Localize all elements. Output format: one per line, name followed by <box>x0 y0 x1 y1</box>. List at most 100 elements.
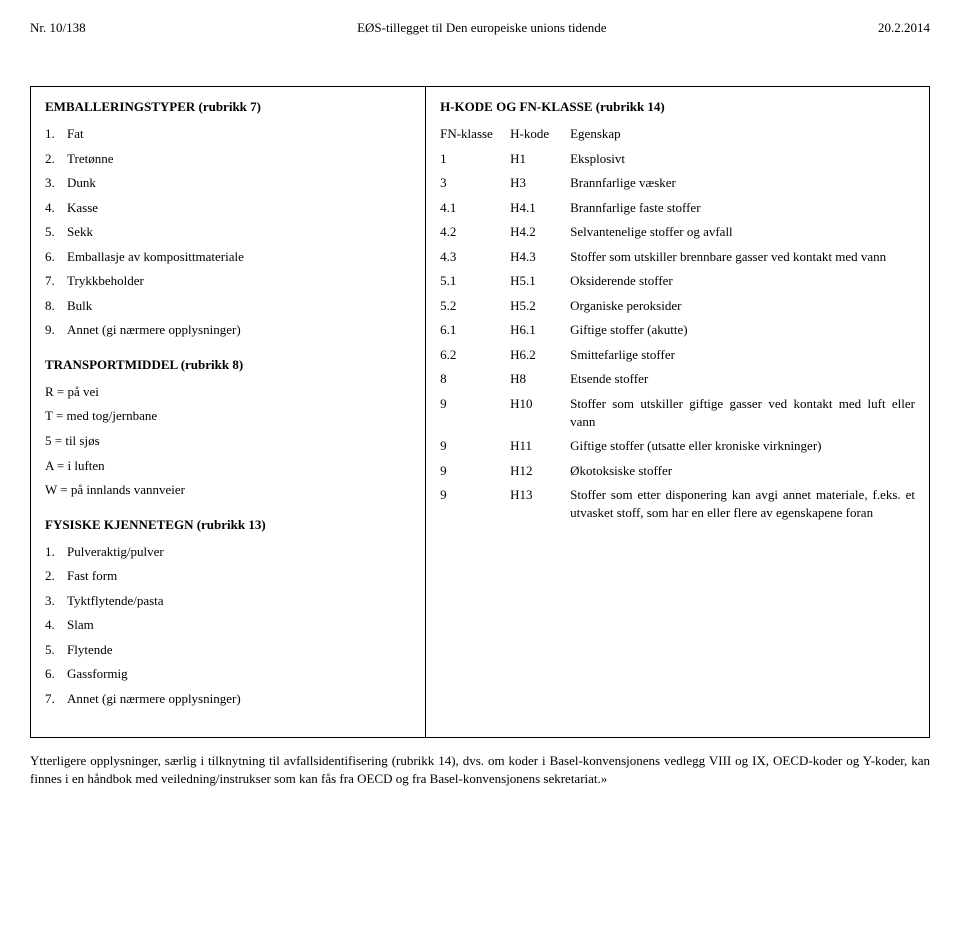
cell: 4.3 <box>440 248 510 273</box>
list-item-label: Emballasje av komposittmateriale <box>67 248 244 266</box>
cell: Organiske peroksider <box>570 297 915 322</box>
section7-list: 1.Fat 2.Tretønne 3.Dunk 4.Kasse 5.Sekk 6… <box>45 125 411 339</box>
cell: H3 <box>510 174 570 199</box>
table-row: 9H10Stoffer som utskiller giftige gasser… <box>440 395 915 437</box>
list-item: 4.Slam <box>45 616 411 634</box>
header-left: Nr. 10/138 <box>30 20 86 36</box>
table-row: 4.2H4.2Selvantenelige stoffer og avfall <box>440 223 915 248</box>
table-row: 8H8Etsende stoffer <box>440 370 915 395</box>
cell: 9 <box>440 486 510 528</box>
table-row: 4.3H4.3Stoffer som utskiller brennbare g… <box>440 248 915 273</box>
table-row: 9H12Økotoksiske stoffer <box>440 462 915 487</box>
cell: Økotoksiske stoffer <box>570 462 915 487</box>
list-item: 4.Kasse <box>45 199 411 217</box>
cell: 3 <box>440 174 510 199</box>
cell: 6.2 <box>440 346 510 371</box>
list-item-label: Slam <box>67 616 94 634</box>
list-item: 8.Bulk <box>45 297 411 315</box>
cell: 4.1 <box>440 199 510 224</box>
cell: 1 <box>440 150 510 175</box>
header-center: EØS-tillegget til Den europeiske unions … <box>357 20 606 36</box>
list-item: T = med tog/jernbane <box>45 407 411 425</box>
col-header-fnklasse: FN-klasse <box>440 125 510 150</box>
list-item: A = i luften <box>45 457 411 475</box>
cell: H4.1 <box>510 199 570 224</box>
section13-title: FYSISKE KJENNETEGN (rubrikk 13) <box>45 517 411 533</box>
cell: Selvantenelige stoffer og avfall <box>570 223 915 248</box>
section7-title: EMBALLERINGSTYPER (rubrikk 7) <box>45 99 411 115</box>
list-item-label: Gassformig <box>67 665 128 683</box>
list-item-label: Dunk <box>67 174 96 192</box>
cell: H10 <box>510 395 570 437</box>
table-row: 1H1Eksplosivt <box>440 150 915 175</box>
table-row: 9H13Stoffer som etter disponering kan av… <box>440 486 915 528</box>
table-row: 4.1H4.1Brannfarlige faste stoffer <box>440 199 915 224</box>
footer-note: Ytterligere opplysninger, særlig i tilkn… <box>30 752 930 787</box>
list-item-label: Pulveraktig/pulver <box>67 543 164 561</box>
cell: H13 <box>510 486 570 528</box>
cell: Brannfarlige væsker <box>570 174 915 199</box>
list-item-label: Kasse <box>67 199 98 217</box>
list-item-label: Tyktflytende/pasta <box>67 592 164 610</box>
list-item-label: Fast form <box>67 567 117 585</box>
cell: 9 <box>440 437 510 462</box>
table-row: 9H11Giftige stoffer (utsatte eller kroni… <box>440 437 915 462</box>
cell: Stoffer som utskiller giftige gasser ved… <box>570 395 915 437</box>
cell: H4.3 <box>510 248 570 273</box>
code-table: FN-klasse H-kode Egenskap 1H1Eksplosivt … <box>440 125 915 528</box>
table-header-row: FN-klasse H-kode Egenskap <box>440 125 915 150</box>
cell: H11 <box>510 437 570 462</box>
list-item: 5.Sekk <box>45 223 411 241</box>
cell: Etsende stoffer <box>570 370 915 395</box>
list-item: 1.Pulveraktig/pulver <box>45 543 411 561</box>
list-item-label: Sekk <box>67 223 93 241</box>
section14-title: H-KODE OG FN-KLASSE (rubrikk 14) <box>440 99 915 115</box>
cell: 9 <box>440 395 510 437</box>
list-item-label: Flytende <box>67 641 113 659</box>
cell: 4.2 <box>440 223 510 248</box>
list-item: 2.Tretønne <box>45 150 411 168</box>
cell: 5.1 <box>440 272 510 297</box>
cell: H6.2 <box>510 346 570 371</box>
cell: Giftige stoffer (utsatte eller kroniske … <box>570 437 915 462</box>
cell: 6.1 <box>440 321 510 346</box>
cell: 9 <box>440 462 510 487</box>
list-item: 7.Trykkbeholder <box>45 272 411 290</box>
section13-list: 1.Pulveraktig/pulver 2.Fast form 3.Tyktf… <box>45 543 411 708</box>
cell: H8 <box>510 370 570 395</box>
cell: H5.1 <box>510 272 570 297</box>
cell: Giftige stoffer (akutte) <box>570 321 915 346</box>
table-row: 6.1H6.1Giftige stoffer (akutte) <box>440 321 915 346</box>
main-content-box: EMBALLERINGSTYPER (rubrikk 7) 1.Fat 2.Tr… <box>30 86 930 738</box>
list-item-label: Tretønne <box>67 150 113 168</box>
header-right: 20.2.2014 <box>878 20 930 36</box>
list-item-label: Annet (gi nærmere opplysninger) <box>67 321 241 339</box>
list-item: 6.Gassformig <box>45 665 411 683</box>
list-item: 6.Emballasje av komposittmateriale <box>45 248 411 266</box>
cell: H1 <box>510 150 570 175</box>
col-header-hkode: H-kode <box>510 125 570 150</box>
list-item: 7.Annet (gi nærmere opplysninger) <box>45 690 411 708</box>
cell: H12 <box>510 462 570 487</box>
cell: H5.2 <box>510 297 570 322</box>
page-header: Nr. 10/138 EØS-tillegget til Den europei… <box>30 20 930 36</box>
list-item-label: Annet (gi nærmere opplysninger) <box>67 690 241 708</box>
cell: Oksiderende stoffer <box>570 272 915 297</box>
section8-title: TRANSPORTMIDDEL (rubrikk 8) <box>45 357 411 373</box>
list-item-label: Fat <box>67 125 84 143</box>
table-row: 5.1H5.1Oksiderende stoffer <box>440 272 915 297</box>
cell: H4.2 <box>510 223 570 248</box>
list-item: 9.Annet (gi nærmere opplysninger) <box>45 321 411 339</box>
table-row: 6.2H6.2Smittefarlige stoffer <box>440 346 915 371</box>
cell: Stoffer som utskiller brennbare gasser v… <box>570 248 915 273</box>
list-item: 5 = til sjøs <box>45 432 411 450</box>
cell: 5.2 <box>440 297 510 322</box>
table-row: 5.2H5.2Organiske peroksider <box>440 297 915 322</box>
cell: 8 <box>440 370 510 395</box>
list-item: R = på vei <box>45 383 411 401</box>
right-column: H-KODE OG FN-KLASSE (rubrikk 14) FN-klas… <box>426 87 929 737</box>
left-column: EMBALLERINGSTYPER (rubrikk 7) 1.Fat 2.Tr… <box>31 87 426 737</box>
list-item: W = på innlands vannveier <box>45 481 411 499</box>
list-item: 1.Fat <box>45 125 411 143</box>
cell: H6.1 <box>510 321 570 346</box>
